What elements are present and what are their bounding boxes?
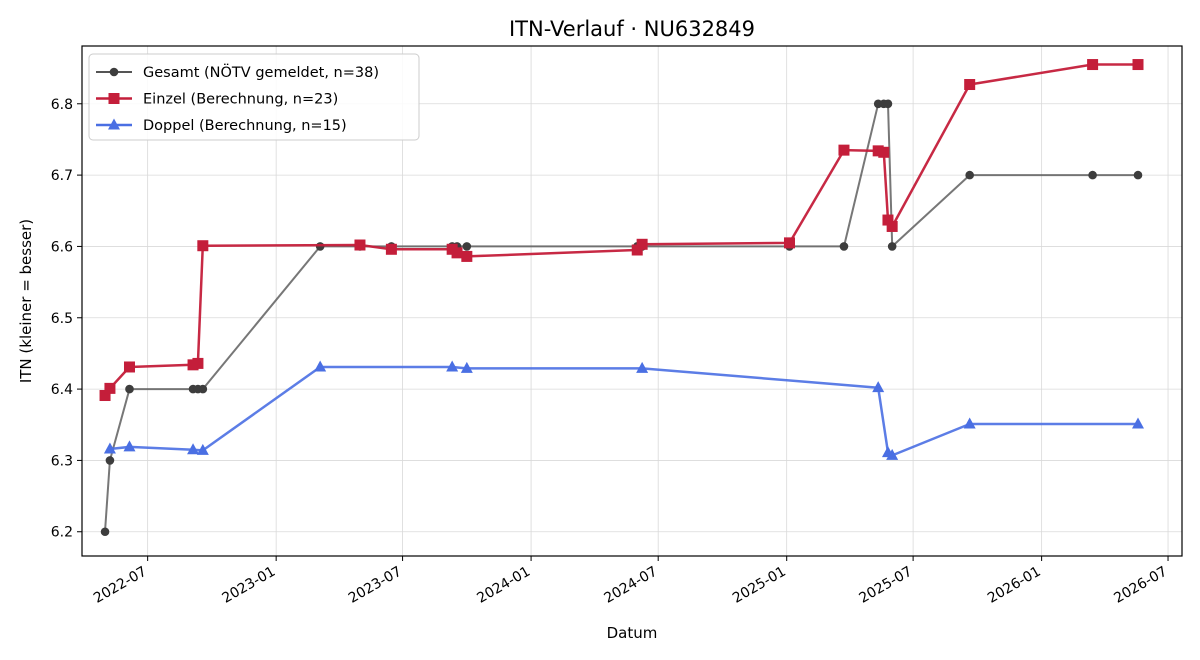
series-2-point [1132, 59, 1144, 71]
series-2-point [886, 220, 898, 232]
series-2-point [197, 240, 209, 252]
series-1-point [887, 242, 897, 251]
series-3-point [314, 360, 327, 372]
series-1-point [839, 242, 849, 251]
legend-swatch-marker [109, 67, 119, 77]
legend-label: Gesamt (NÖTV gemeldet, n=38) [143, 63, 379, 81]
series-3-point [196, 443, 209, 455]
series-3-point [103, 442, 116, 454]
series-2-point [385, 243, 397, 255]
series-2-point [192, 357, 204, 369]
series-2-point [104, 382, 116, 394]
series-2 [99, 59, 1144, 402]
series-2-point [964, 79, 976, 91]
series-2-point [882, 214, 894, 226]
y-tick-label: 6.7 [51, 168, 73, 184]
series-3-point [886, 448, 899, 460]
series-2-point [1087, 59, 1099, 71]
series-1-point [462, 242, 472, 251]
series-2-point [354, 239, 366, 251]
legend-swatch-marker [108, 93, 120, 104]
x-axis-label: Datum [607, 624, 658, 642]
series-1-point [1133, 170, 1143, 180]
chart-title: ITN-Verlauf · NU632849 [509, 17, 755, 41]
series-3-point [1132, 417, 1144, 429]
series-1-point [1088, 170, 1097, 180]
plot-frame [81, 45, 1183, 557]
series-1-point [883, 99, 893, 109]
series-3-point [872, 381, 885, 393]
legend-swatch-marker [108, 118, 120, 130]
series-1-point [100, 527, 110, 537]
series-2-point [636, 238, 648, 250]
legend-label: Doppel (Berechnung, n=15) [143, 118, 347, 134]
series-2-point [123, 361, 135, 373]
y-tick-label: 6.2 [51, 525, 73, 541]
series-2-point [878, 146, 890, 158]
legend-label: Einzel (Berechnung, n=23) [143, 92, 338, 108]
series-3-point [123, 440, 136, 452]
series-3-point [446, 360, 459, 372]
series-3-point [963, 417, 976, 429]
series-1-point [125, 384, 134, 394]
series-3 [103, 360, 1144, 460]
series-1-point [198, 384, 208, 394]
y-tick-label: 6.5 [51, 311, 73, 327]
y-axis-label: ITN (kleiner = besser) [17, 219, 35, 383]
y-axis-ticks: 6.2 6.3 6.4 6.5 6.6 6.7 6.8 [51, 97, 82, 541]
series-3-point [187, 443, 200, 455]
legend: Gesamt (NÖTV gemeldet, n=38) Einzel (Bere… [88, 53, 420, 141]
series-2-point [99, 390, 111, 402]
legend-box [88, 53, 420, 141]
series-2-point [783, 237, 795, 249]
series-2-point [451, 247, 463, 259]
series-2-point [461, 250, 473, 262]
series-3-point [460, 361, 473, 373]
series-1-point [105, 456, 115, 465]
series-2-point [631, 244, 643, 256]
series-2-point [838, 144, 850, 156]
series-3-point [636, 361, 649, 373]
y-tick-label: 6.3 [51, 453, 73, 469]
y-tick-label: 6.8 [51, 97, 73, 113]
y-tick-label: 6.6 [51, 239, 73, 255]
series-1-point [965, 170, 974, 180]
series-2-point [872, 145, 884, 157]
y-tick-label: 6.4 [51, 382, 73, 398]
series-layer [99, 59, 1144, 537]
